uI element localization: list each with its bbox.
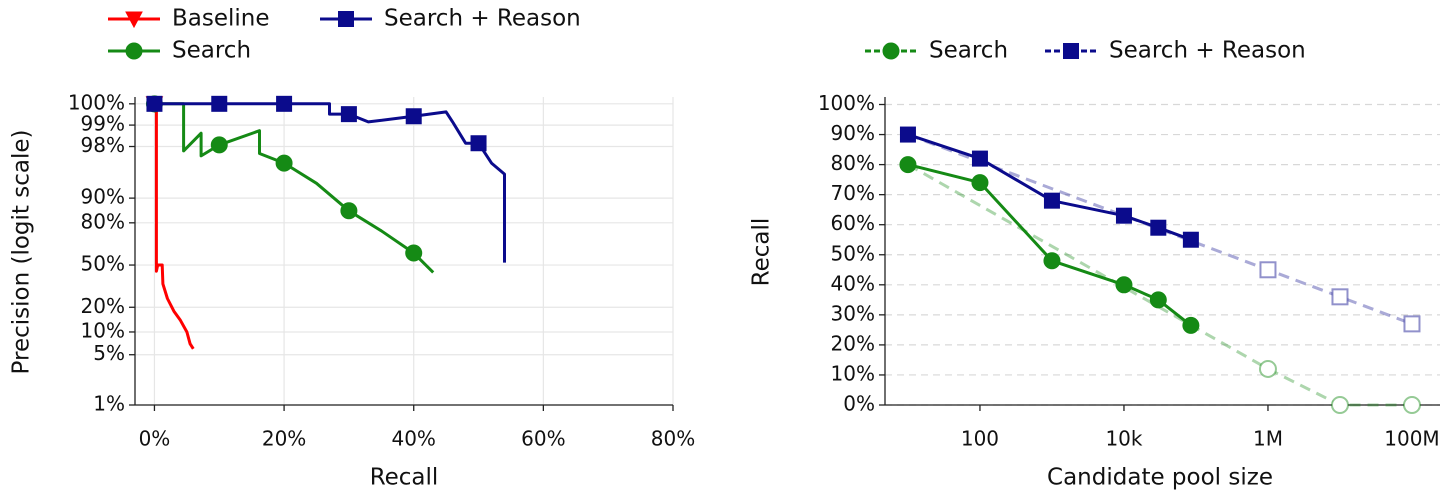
y-tick-label: 99% <box>81 112 125 136</box>
x-tick-label: 20% <box>262 427 306 451</box>
x-tick-label: 80% <box>651 427 695 451</box>
marker <box>1331 288 1349 306</box>
x-tick-label: 60% <box>521 427 565 451</box>
x-tick-label: 1M <box>1253 427 1283 451</box>
marker <box>1150 219 1167 236</box>
marker <box>146 95 163 112</box>
marker <box>1259 261 1277 279</box>
y-tick-label: 100% <box>68 90 125 114</box>
marker <box>1258 359 1277 378</box>
y-tick-label: 0% <box>843 392 875 416</box>
marker <box>275 154 293 172</box>
marker <box>211 95 228 112</box>
y-tick-label: 100% <box>818 91 875 115</box>
legend-marker <box>125 11 143 29</box>
marker <box>971 150 988 167</box>
legend-label: Search <box>929 38 1008 64</box>
series-line <box>907 133 1413 326</box>
marker <box>340 106 357 123</box>
x-tick-label: 10k <box>1105 427 1142 451</box>
marker <box>210 136 228 154</box>
series-line <box>154 102 435 274</box>
legend-label: Search + Reason <box>384 6 581 32</box>
marker <box>340 202 358 220</box>
y-tick-label: 90% <box>81 185 125 209</box>
y-tick-label: 50% <box>831 241 875 265</box>
marker <box>1115 276 1133 294</box>
y-tick-label: 10% <box>831 361 875 385</box>
x-axis-label: Candidate pool size <box>1047 465 1273 491</box>
plot-area: 1%5%10%20%50%80%90%98%99%100%0% 20% 40% 60%… <box>68 90 695 450</box>
marker <box>1330 396 1349 414</box>
marker <box>276 95 293 112</box>
marker <box>405 108 422 125</box>
marker <box>1043 252 1061 270</box>
x-tick-label: 100 <box>961 427 999 451</box>
plot-area: 0% 10% 20% 30% 40% 50% 60% 70% 80% 90% 100% 100 10k 1… <box>818 91 1440 451</box>
marker <box>1182 316 1200 334</box>
x-axis-label: Recall <box>370 465 439 491</box>
marker <box>1403 315 1421 333</box>
y-tick-label: 90% <box>831 121 875 145</box>
marker <box>1115 207 1132 224</box>
y-tick-label: 80% <box>831 151 875 175</box>
y-tick-label: 60% <box>831 211 875 235</box>
y-tick-label: 40% <box>831 271 875 295</box>
series-line <box>907 163 1412 407</box>
x-tick-label: 0% <box>139 427 171 451</box>
legend-marker <box>882 42 900 60</box>
y-axis-label: Recall <box>749 218 775 287</box>
marker <box>971 174 989 192</box>
marker <box>1402 396 1421 414</box>
y-tick-label: 50% <box>81 252 125 276</box>
legend-marker <box>125 42 143 60</box>
y-tick-label: 20% <box>81 294 125 318</box>
legend-marker <box>1063 43 1079 59</box>
y-tick-label: 1% <box>93 392 125 416</box>
legend-marker <box>338 11 354 27</box>
y-tick-label: 30% <box>831 301 875 325</box>
legend-label: Baseline <box>172 6 270 32</box>
y-tick-label: 5% <box>93 341 125 365</box>
y-tick-label: 10% <box>81 318 125 342</box>
legend-label: Search <box>172 38 251 64</box>
x-tick-label: 100M <box>1384 427 1439 451</box>
marker <box>1182 231 1199 248</box>
marker <box>405 244 423 262</box>
series-line <box>154 102 195 350</box>
marker <box>1149 291 1167 309</box>
x-tick-label: 40% <box>391 427 435 451</box>
marker <box>899 126 916 143</box>
marker <box>1043 192 1060 209</box>
y-axis-label: Precision (logit scale) <box>9 130 35 375</box>
y-tick-label: 20% <box>831 331 875 355</box>
marker <box>470 135 487 152</box>
y-tick-label: 80% <box>81 209 125 233</box>
y-tick-label: 98% <box>81 133 125 157</box>
legend-label: Search + Reason <box>1109 38 1306 64</box>
y-tick-label: 70% <box>831 181 875 205</box>
series-line <box>154 102 506 263</box>
marker <box>899 156 917 174</box>
